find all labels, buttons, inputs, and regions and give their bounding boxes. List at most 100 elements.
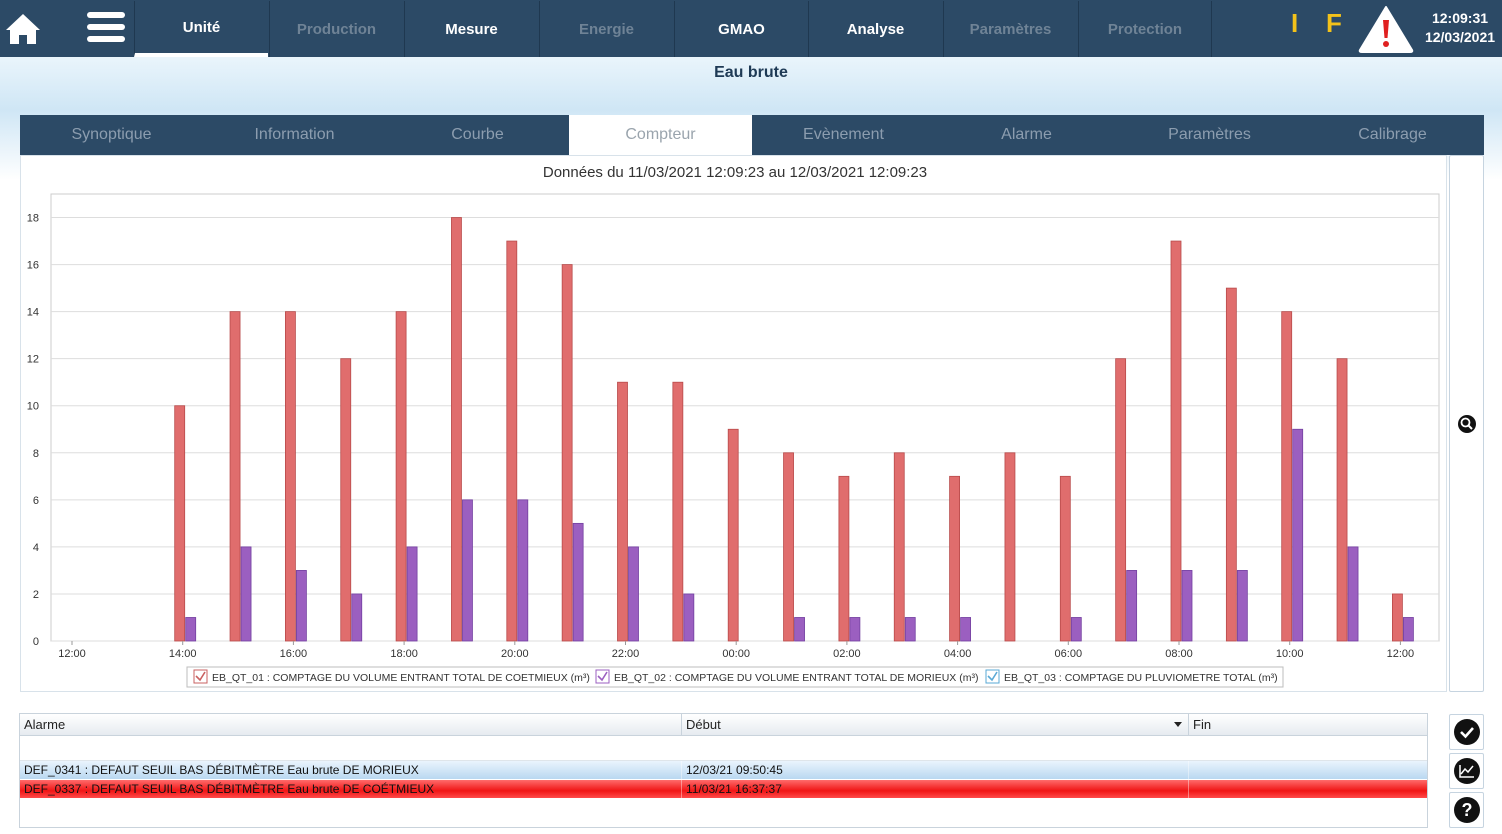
bar-eb-qt-02-2000[interactable] <box>517 499 529 642</box>
tab-compteur[interactable]: Compteur <box>569 115 752 155</box>
tab-alarme[interactable]: Alarme <box>1001 126 1052 143</box>
indicator-i[interactable]: I <box>1291 8 1299 38</box>
bar-eb-qt-01-0700[interactable] <box>1115 358 1127 642</box>
bar-eb-qt-02-0300[interactable] <box>904 617 916 642</box>
bar-eb-qt-01-1200[interactable] <box>1392 593 1403 642</box>
bar-eb-qt-02-1100[interactable] <box>1347 546 1359 642</box>
bar-eb-qt-02-0900[interactable] <box>1236 570 1248 642</box>
legend-item-eb-qt-03[interactable]: EB_QT_03 : COMPTAGE DU PLUVIOMETRE TOTAL… <box>985 669 1278 684</box>
nav-tab-energie[interactable]: Energie <box>539 1 673 57</box>
grid-lines <box>51 217 1439 642</box>
nav-tab-parametres[interactable]: Paramètres <box>943 1 1077 57</box>
nav-tab-production[interactable]: Production <box>269 1 403 57</box>
column-header-alarme[interactable]: Alarme <box>20 714 682 736</box>
bar-eb-qt-01-1900[interactable] <box>451 217 462 642</box>
y-tick-label: 10 <box>27 401 39 413</box>
bar-eb-qt-02-1200[interactable] <box>1403 617 1414 642</box>
nav-tab-gmao[interactable]: GMAO <box>674 1 808 57</box>
tab-parametres[interactable]: Paramètres <box>1168 126 1251 143</box>
nav-tab-analyse[interactable]: Analyse <box>808 1 942 57</box>
bar-chart: Données du 11/03/2021 12:09:23 au 12/03/… <box>27 164 1440 688</box>
tab-synoptique[interactable]: Synoptique <box>71 126 152 143</box>
cell-debut: 11/03/21 16:37:37 <box>682 780 1189 798</box>
cell-alarme: DEF_0337 : DEFAUT SEUIL BAS DÉBITMÈTRE E… <box>20 780 682 798</box>
help-icon: ? <box>1453 797 1480 823</box>
y-tick-label: 12 <box>27 354 39 366</box>
bar-eb-qt-01-0000[interactable] <box>727 428 739 642</box>
top-navigation-bar: Unité Production Mesure Energie GMAO Ana… <box>0 0 1502 57</box>
bar-eb-qt-01-0900[interactable] <box>1225 287 1237 642</box>
bar-eb-qt-01-2200[interactable] <box>617 381 628 642</box>
bar-eb-qt-01-2300[interactable] <box>672 381 684 642</box>
clock-time: 12:09:31 <box>1431 10 1489 26</box>
bar-eb-qt-02-0800[interactable] <box>1181 570 1193 642</box>
bar-eb-qt-01-0600[interactable] <box>1059 475 1071 642</box>
x-tick-label: 02:00 <box>833 648 861 660</box>
bar-eb-qt-02-2200[interactable] <box>628 546 639 642</box>
bar-eb-qt-01-0500[interactable] <box>1004 452 1016 642</box>
bar-eb-qt-01-0100[interactable] <box>783 452 794 642</box>
nav-tab-mesure[interactable]: Mesure <box>404 1 538 57</box>
bar-eb-qt-02-1900[interactable] <box>462 499 473 642</box>
tab-calibrage[interactable]: Calibrage <box>1358 126 1427 143</box>
bar-eb-qt-01-0300[interactable] <box>893 452 905 642</box>
bar-eb-qt-01-1600[interactable] <box>284 311 296 642</box>
plot-area <box>50 193 1440 642</box>
bar-eb-qt-02-2300[interactable] <box>683 593 695 642</box>
clock-date: 12/03/2021 <box>1424 29 1496 45</box>
bar-eb-qt-01-2100[interactable] <box>561 264 573 642</box>
bar-eb-qt-02-0600[interactable] <box>1070 617 1082 642</box>
acknowledge-button[interactable] <box>1449 714 1484 750</box>
column-header-fin[interactable]: Fin <box>1193 717 1212 732</box>
y-tick-label: 16 <box>27 260 39 272</box>
bar-eb-qt-02-0200[interactable] <box>849 617 861 642</box>
help-button[interactable]: ? <box>1449 792 1484 828</box>
bar-eb-qt-01-2000[interactable] <box>506 240 518 642</box>
svg-text:?: ? <box>1461 800 1472 820</box>
bar-eb-qt-01-0800[interactable] <box>1170 240 1182 642</box>
tab-evenement[interactable]: Evènement <box>803 126 884 143</box>
table-row[interactable]: DEF_0341 : DEFAUT SEUIL BAS DÉBITMÈTRE E… <box>20 761 1427 779</box>
bar-eb-qt-02-1500[interactable] <box>240 546 252 642</box>
legend-label: EB_QT_03 : COMPTAGE DU PLUVIOMETRE TOTAL… <box>1004 672 1278 684</box>
y-tick-label: 14 <box>27 307 39 319</box>
bar-eb-qt-02-0700[interactable] <box>1126 570 1138 642</box>
y-tick-label: 0 <box>33 636 39 648</box>
bar-eb-qt-02-0100[interactable] <box>794 617 805 642</box>
main-menu-button[interactable] <box>82 0 130 57</box>
tab-courbe[interactable]: Courbe <box>451 126 504 143</box>
x-tick-label: 18:00 <box>390 648 418 660</box>
tab-information[interactable]: Information <box>254 126 335 143</box>
y-tick-label: 6 <box>33 495 39 507</box>
bar-eb-qt-02-1000[interactable] <box>1292 428 1304 642</box>
x-tick-label: 12:00 <box>58 648 86 660</box>
zoom-button[interactable] <box>1456 413 1478 435</box>
bar-eb-qt-01-0200[interactable] <box>838 475 850 642</box>
nav-tab-protection[interactable]: Protection <box>1078 1 1212 57</box>
bar-eb-qt-01-0400[interactable] <box>949 475 960 642</box>
bar-eb-qt-02-0400[interactable] <box>960 617 971 642</box>
bar-eb-qt-01-1100[interactable] <box>1336 358 1348 642</box>
bar-eb-qt-02-1400[interactable] <box>185 617 197 642</box>
bar-eb-qt-02-1700[interactable] <box>351 593 363 642</box>
column-header-debut[interactable]: Début <box>682 714 1189 736</box>
filter-row[interactable] <box>20 737 1427 761</box>
legend-item-eb-qt-02[interactable]: EB_QT_02 : COMPTAGE DU VOLUME ENTRANT TO… <box>595 669 978 684</box>
bar-eb-qt-01-1500[interactable] <box>229 311 241 642</box>
legend-item-eb-qt-01[interactable]: EB_QT_01 : COMPTAGE DU VOLUME ENTRANT TO… <box>193 669 590 684</box>
table-row[interactable]: DEF_0337 : DEFAUT SEUIL BAS DÉBITMÈTRE E… <box>20 780 1427 798</box>
bar-eb-qt-02-2100[interactable] <box>572 522 584 642</box>
bar-eb-qt-01-1400[interactable] <box>174 405 186 642</box>
home-button[interactable] <box>0 0 48 57</box>
alarm-button[interactable] <box>1357 4 1415 54</box>
bar-eb-qt-01-1000[interactable] <box>1281 311 1293 642</box>
bar-eb-qt-02-1600[interactable] <box>295 570 307 642</box>
bar-eb-qt-02-1800[interactable] <box>406 546 418 642</box>
trend-chart-icon <box>1453 758 1480 784</box>
nav-tab-unite[interactable]: Unité <box>134 1 268 57</box>
show-curve-button[interactable] <box>1449 753 1484 789</box>
indicator-f[interactable]: F <box>1326 8 1342 38</box>
sort-desc-icon <box>1174 722 1182 727</box>
bar-eb-qt-01-1700[interactable] <box>340 358 352 642</box>
bar-eb-qt-01-1800[interactable] <box>395 311 407 642</box>
